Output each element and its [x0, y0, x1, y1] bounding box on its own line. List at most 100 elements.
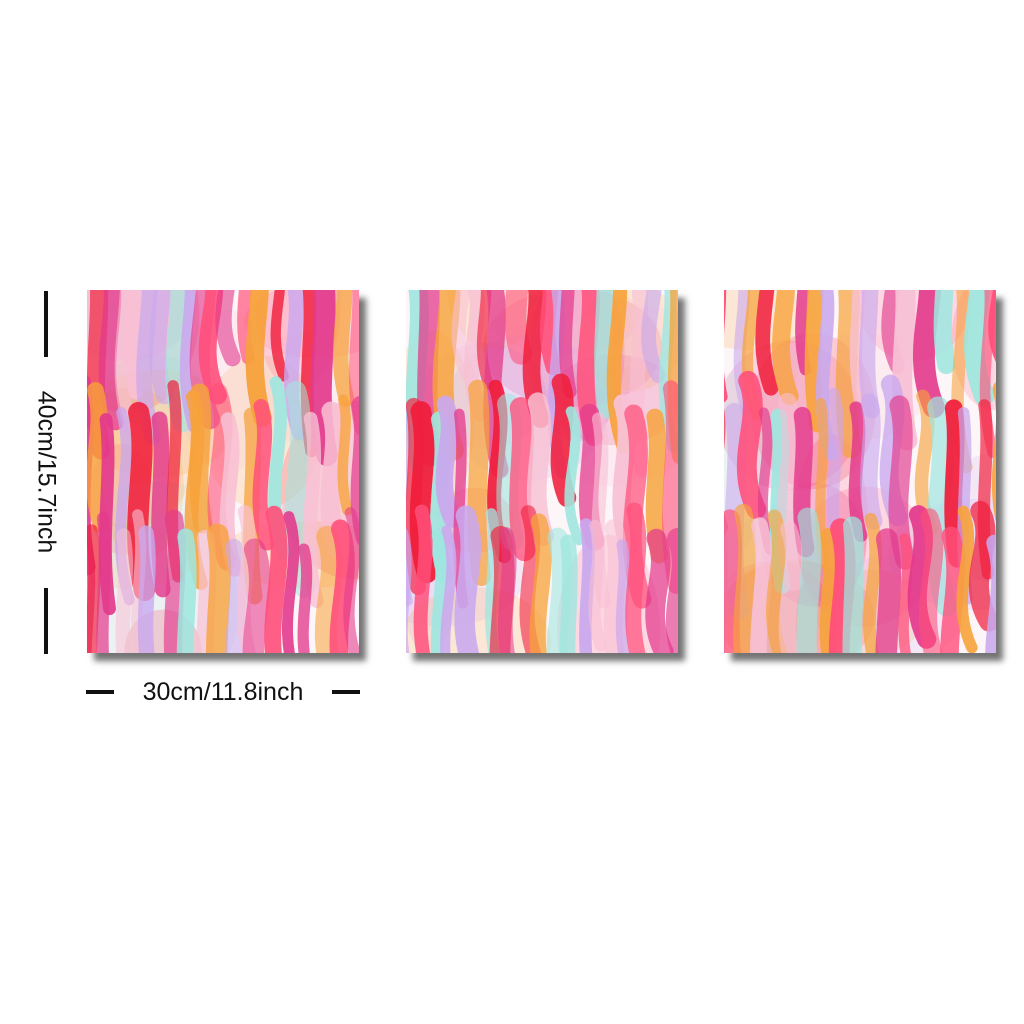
- brush-stroke: [985, 534, 996, 653]
- brush-stroke: [641, 290, 666, 383]
- brush-stroke: [956, 505, 978, 653]
- brush-stroke: [151, 411, 171, 598]
- brush-stroke: [454, 505, 482, 653]
- brush-stroke: [343, 507, 359, 653]
- brush-stroke: [804, 290, 826, 433]
- width-dimension: 30cm/11.8inch: [86, 676, 360, 708]
- brush-stroke: [558, 290, 577, 399]
- brush-stroke: [270, 290, 289, 382]
- brush-stroke: [796, 507, 822, 653]
- brush-stroke: [149, 290, 174, 405]
- abstract-brushstroke-art: [724, 290, 996, 653]
- brush-stroke: [540, 290, 561, 376]
- canvas-panel-left: [87, 290, 359, 653]
- abstract-brushstroke-art: [87, 290, 359, 653]
- brush-stroke: [750, 517, 773, 653]
- brush-stroke: [594, 290, 616, 419]
- brush-stroke: [413, 504, 433, 653]
- brush-stroke: [835, 290, 862, 459]
- brush-stroke: [615, 539, 630, 653]
- brush-stroke: [940, 526, 965, 653]
- canvas-panel-middle: [406, 290, 678, 653]
- brush-stroke: [819, 528, 839, 653]
- brush-stroke: [529, 513, 552, 653]
- brush-stroke: [933, 290, 956, 375]
- brush-stroke: [337, 394, 353, 516]
- brush-stroke: [559, 534, 578, 653]
- brush-stroke: [964, 290, 995, 407]
- brush-stroke: [189, 383, 213, 534]
- brush-stroke: [497, 527, 517, 653]
- brush-stroke: [281, 511, 300, 653]
- brush-stroke: [215, 290, 241, 367]
- brush-stroke: [245, 290, 272, 427]
- dimension-line-top: [44, 291, 48, 357]
- brush-stroke: [625, 502, 647, 653]
- brush-stroke: [828, 518, 856, 653]
- brush-stroke: [860, 393, 883, 530]
- brush-stroke: [98, 290, 125, 431]
- brush-stroke: [665, 528, 678, 653]
- brush-stroke: [87, 382, 110, 534]
- brush-stroke: [176, 528, 197, 653]
- height-label: 40cm/15.7inch: [32, 390, 61, 554]
- dimension-line-left: [86, 690, 114, 694]
- brush-stroke: [124, 290, 144, 400]
- brush-stroke: [733, 503, 757, 653]
- brush-stroke: [224, 538, 248, 653]
- brush-stroke: [863, 512, 882, 653]
- width-label: 30cm/11.8inch: [142, 677, 304, 706]
- brush-stroke: [848, 401, 868, 543]
- brush-stroke: [476, 290, 494, 390]
- brush-stroke: [858, 290, 880, 419]
- brush-stroke: [496, 393, 524, 551]
- brush-stroke: [114, 290, 138, 435]
- brush-stroke: [736, 370, 767, 520]
- brush-stroke: [849, 290, 867, 407]
- brush-stroke: [264, 505, 288, 653]
- brush-stroke: [163, 509, 186, 653]
- brush-stroke: [198, 290, 227, 405]
- brush-stroke: [755, 290, 779, 396]
- brush-stroke: [96, 512, 111, 653]
- brush-stroke: [842, 516, 865, 653]
- brush-stroke: [430, 529, 448, 653]
- brush-stroke: [564, 406, 585, 546]
- brush-stroke: [550, 373, 577, 507]
- brush-stroke: [440, 525, 457, 653]
- brush-stroke: [778, 520, 803, 653]
- brush-stroke: [881, 290, 905, 374]
- dimension-line-bottom: [44, 588, 48, 654]
- brush-stroke: [795, 290, 812, 376]
- brush-stroke: [237, 290, 255, 365]
- brush-stroke: [451, 290, 475, 382]
- brush-stroke: [724, 509, 743, 653]
- brush-stroke: [196, 529, 217, 653]
- brush-stroke: [765, 509, 788, 653]
- brush-stroke: [137, 525, 156, 653]
- brush-stroke: [968, 500, 996, 632]
- brush-stroke: [332, 290, 355, 407]
- brush-stroke: [606, 290, 631, 455]
- brush-stroke: [310, 290, 338, 467]
- brush-stroke: [875, 528, 902, 653]
- brush-stroke: [771, 290, 799, 405]
- brush-stroke: [588, 519, 607, 652]
- brush-stroke: [242, 538, 271, 653]
- brush-stroke: [546, 527, 573, 653]
- brush-stroke: [115, 528, 133, 653]
- brush-stroke: [206, 523, 232, 653]
- brush-stroke: [504, 290, 532, 365]
- brush-stroke: [435, 395, 462, 528]
- brush-stroke: [252, 399, 275, 551]
- brush-stroke: [329, 519, 355, 653]
- brush-stroke: [912, 290, 945, 419]
- brush-stroke: [898, 533, 913, 653]
- brush-stroke: [87, 524, 101, 653]
- abstract-brushstroke-art: [406, 290, 678, 653]
- dimension-line-right: [332, 690, 360, 694]
- brush-stroke: [314, 525, 343, 653]
- brush-stroke: [509, 397, 536, 562]
- brush-stroke: [645, 528, 674, 653]
